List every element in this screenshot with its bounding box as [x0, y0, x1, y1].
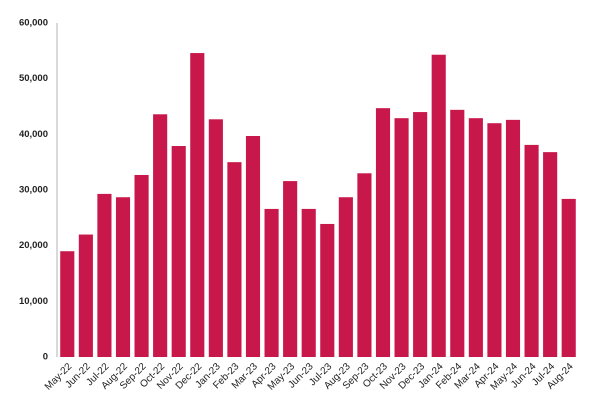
bar — [357, 173, 372, 357]
y-tick-label: 40,000 — [19, 129, 48, 140]
bar — [487, 123, 502, 357]
bar — [431, 54, 446, 357]
bar — [264, 208, 279, 357]
bar — [413, 112, 428, 357]
y-tick-label: 30,000 — [19, 185, 48, 196]
bar — [78, 234, 93, 357]
bar — [450, 109, 465, 357]
bar — [505, 119, 521, 357]
bar — [524, 144, 539, 357]
y-tick-label: 10,000 — [19, 296, 48, 307]
bar — [283, 181, 298, 357]
bar — [245, 136, 261, 357]
bar — [97, 193, 112, 357]
bar — [227, 162, 242, 357]
bar — [338, 197, 353, 357]
y-tick-label: 60,000 — [19, 18, 48, 29]
bar — [190, 53, 205, 358]
bar — [394, 118, 409, 357]
bar — [153, 114, 168, 357]
bar — [561, 198, 576, 357]
y-tick-label: 20,000 — [19, 240, 48, 251]
bar — [134, 174, 149, 357]
bar — [60, 251, 75, 357]
y-tick-label: 50,000 — [19, 73, 48, 84]
bar — [468, 118, 483, 357]
bar — [208, 119, 223, 357]
bar — [115, 197, 131, 357]
bar — [375, 108, 391, 357]
bar — [543, 152, 558, 357]
y-tick-label: 0 — [43, 352, 48, 363]
bar — [301, 208, 316, 357]
bar — [171, 146, 186, 357]
bar — [320, 223, 335, 357]
